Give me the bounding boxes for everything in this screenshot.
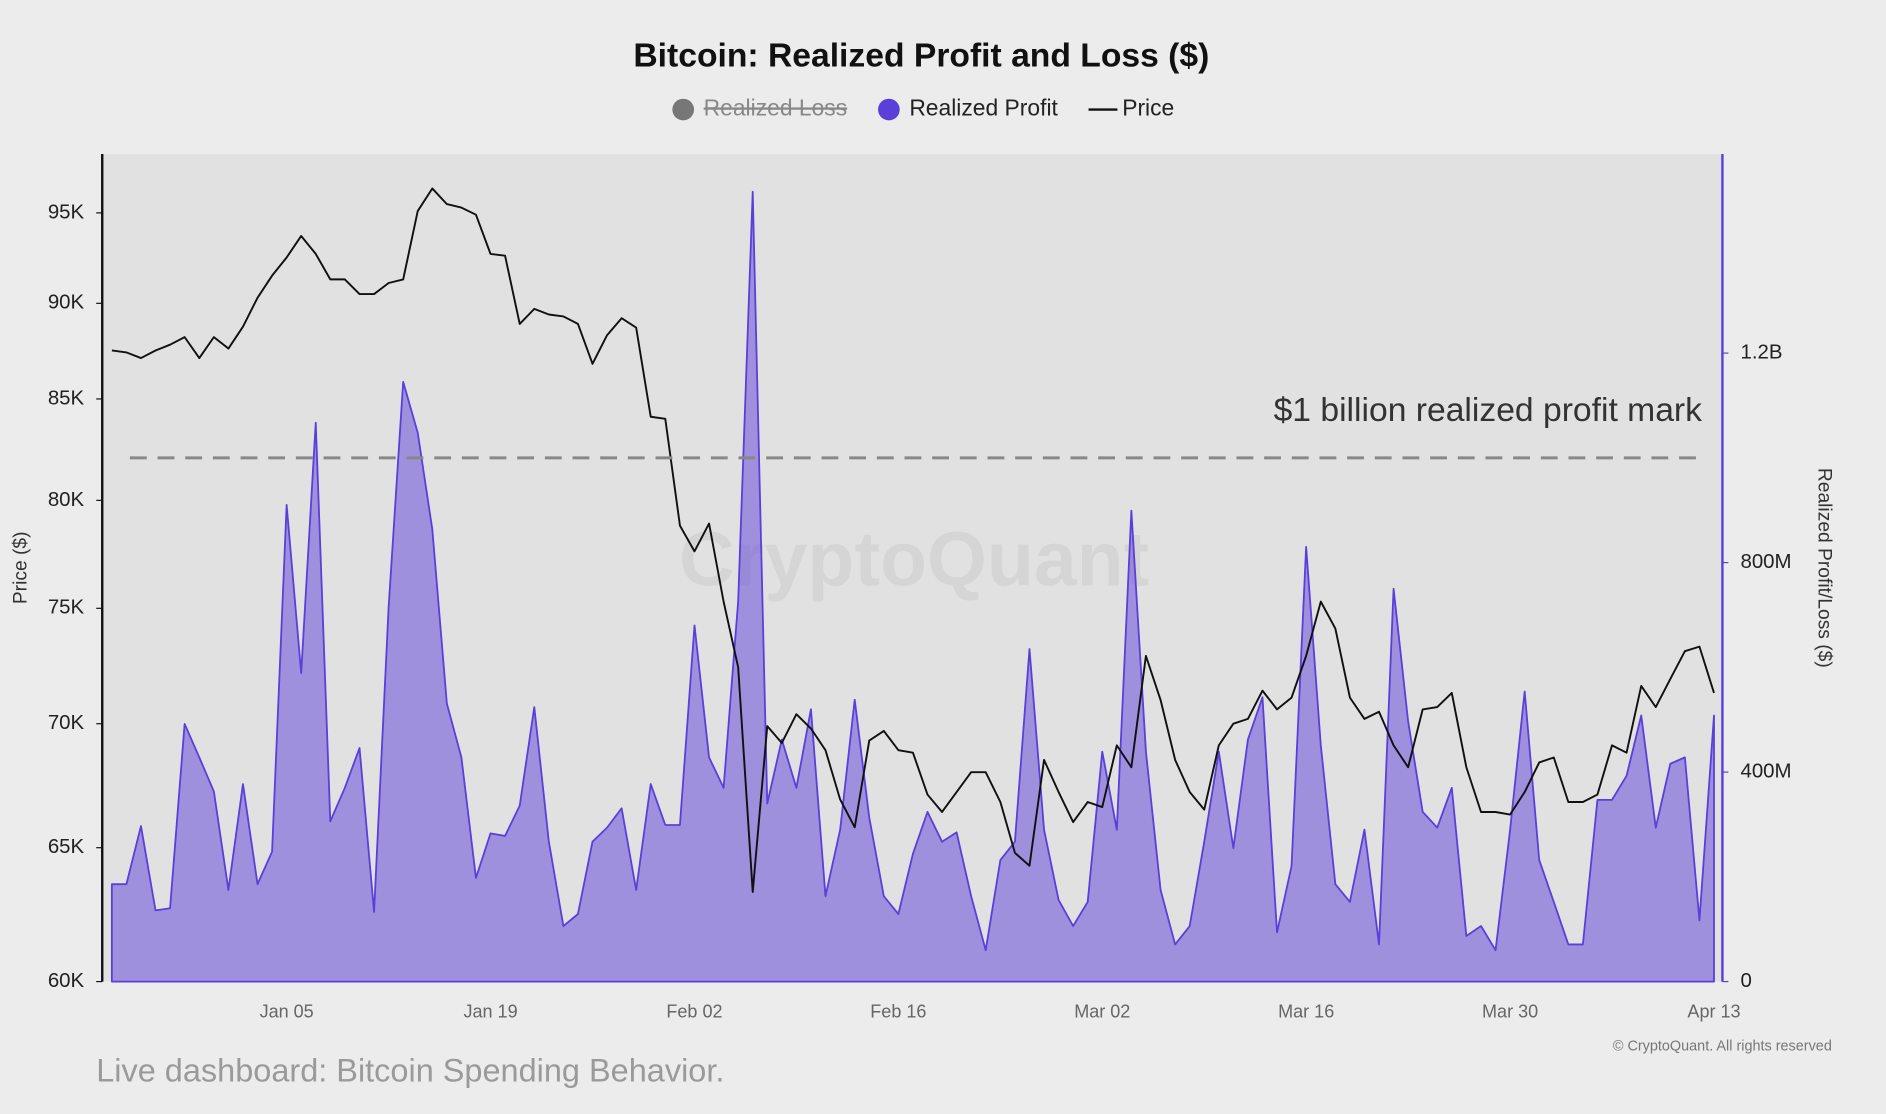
y-tick-label: 95K xyxy=(48,200,85,223)
y-tick-label: 85K xyxy=(48,386,85,409)
caption: Live dashboard: Bitcoin Spending Behavio… xyxy=(96,1053,724,1089)
price-line xyxy=(111,187,1715,893)
profit-area xyxy=(110,190,1715,983)
legend-label: Price xyxy=(1122,95,1174,121)
y-tick-label: 65K xyxy=(48,835,85,858)
y2-tick-label: 800M xyxy=(1740,550,1791,573)
x-tick-label: Mar 16 xyxy=(1278,1002,1334,1022)
legend-marker xyxy=(672,98,695,121)
reference-label: $1 billion realized profit mark xyxy=(1274,392,1703,429)
y-tick-label: 90K xyxy=(48,291,85,314)
x-tick-label: Feb 02 xyxy=(666,1002,722,1022)
y-tick-label: 80K xyxy=(48,488,85,511)
y-axis-title: Price ($) xyxy=(11,531,32,604)
y2-tick-label: 0 xyxy=(1740,969,1751,992)
legend-label: Realized Profit xyxy=(909,95,1058,121)
x-tick-label: Jan 19 xyxy=(463,1002,517,1022)
y-tick-label: 70K xyxy=(48,711,85,734)
x-tick-label: Apr 13 xyxy=(1687,1002,1740,1022)
x-tick-label: Feb 16 xyxy=(870,1002,926,1022)
y-tick-label: 60K xyxy=(48,969,85,992)
x-tick-label: Jan 05 xyxy=(260,1002,314,1022)
legend-marker xyxy=(878,98,900,121)
credit: © CryptoQuant. All rights reserved xyxy=(1613,1038,1832,1054)
chart-title: Bitcoin: Realized Profit and Loss ($) xyxy=(633,38,1209,75)
y-tick-label: 75K xyxy=(48,596,85,619)
legend-label: Realized Loss xyxy=(704,95,847,121)
y2-axis-title: Realized Profit/Loss ($) xyxy=(1813,468,1834,668)
x-tick-label: Mar 02 xyxy=(1074,1002,1130,1022)
y2-tick-label: 1.2B xyxy=(1740,340,1782,363)
y2-tick-label: 400M xyxy=(1740,759,1791,782)
x-tick-label: Mar 30 xyxy=(1482,1002,1538,1022)
